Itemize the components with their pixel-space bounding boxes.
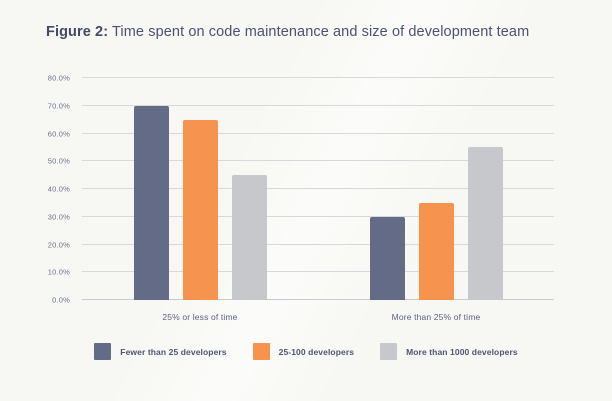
bar[interactable] — [182, 119, 218, 300]
y-axis-tick-label: 50.0% — [47, 156, 70, 166]
bar[interactable] — [369, 216, 405, 300]
y-axis-tick-label: 30.0% — [47, 212, 70, 222]
x-axis-labels: 25% or less of time More than 25% of time — [82, 312, 554, 322]
plot-area — [82, 77, 554, 300]
bar[interactable] — [133, 105, 169, 300]
y-axis-tick-label: 20.0% — [47, 240, 70, 249]
x-axis-category-label: 25% or less of time — [162, 312, 238, 322]
y-axis-labels: 0.0% 10.0% 20.0% 30.0% 40.0% 50.0% 60.0% 70.0% 8… — [0, 74, 78, 305]
bar[interactable] — [467, 147, 503, 300]
bar-groups — [82, 78, 554, 300]
y-axis-tick-label: 10.0% — [47, 267, 70, 277]
legend-color-swatch — [380, 343, 398, 360]
bar[interactable] — [418, 202, 454, 300]
legend-label: Fewer than 25 developers — [120, 346, 227, 357]
chart-legend: Fewer than 25 developers 25-100 developer… — [0, 343, 612, 360]
legend-label: 25-100 developers — [278, 346, 355, 357]
legend-label: More than 1000 developers — [406, 346, 518, 357]
bar[interactable] — [231, 175, 267, 300]
y-axis-tick-label: 80.0% — [47, 73, 70, 83]
y-axis-tick-label: 70.0% — [47, 101, 70, 111]
legend-item[interactable]: More than 1000 developers — [380, 343, 518, 360]
legend-color-swatch — [252, 343, 270, 360]
bar-set — [82, 78, 318, 300]
legend-item[interactable]: Fewer than 25 developers — [94, 343, 227, 360]
y-axis-tick-label: 60.0% — [47, 129, 70, 138]
figure-title-text: Time spent on code maintenance and size … — [112, 24, 530, 40]
figure-label: Figure 2: — [46, 24, 109, 40]
page-title: Figure 2: Time spent on code maintenance… — [46, 24, 529, 40]
y-axis-tick-label: 40.0% — [47, 184, 70, 194]
x-axis-category-label: More than 25% of time — [391, 312, 481, 322]
bar-group — [82, 78, 318, 300]
bar-group — [318, 78, 554, 300]
y-axis-tick-label: 0.0% — [52, 295, 70, 305]
legend-item[interactable]: 25-100 developers — [252, 343, 355, 360]
legend-color-swatch — [94, 343, 112, 360]
bar-set — [318, 78, 554, 300]
